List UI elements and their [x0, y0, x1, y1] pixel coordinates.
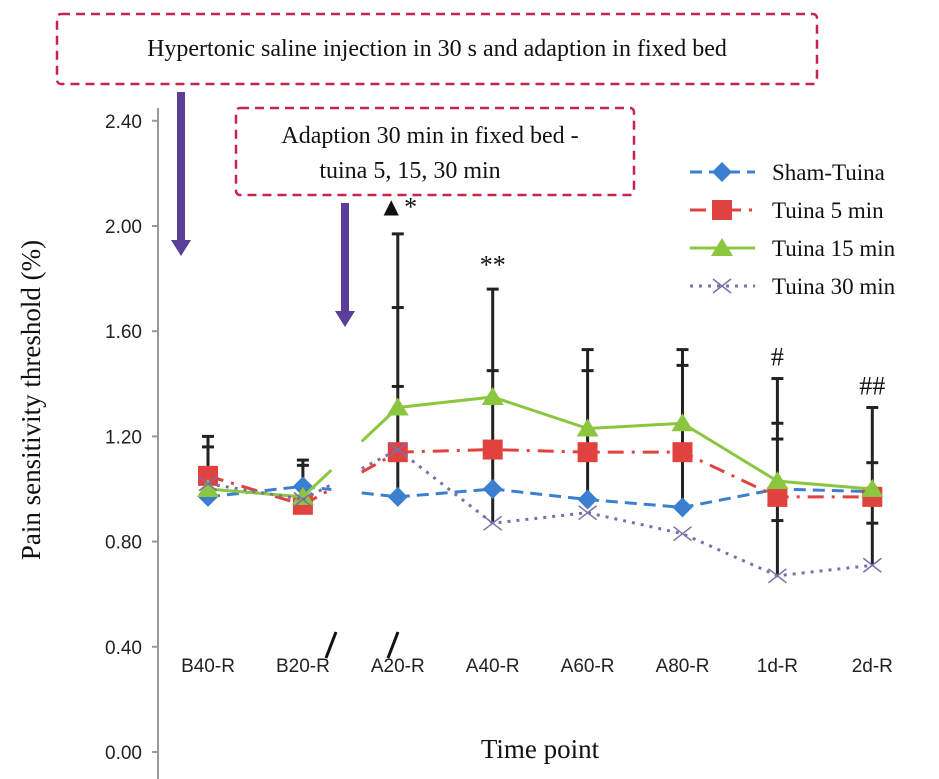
callout-adaption-line1: Adaption 30 min in fixed bed - [281, 123, 578, 149]
y-tick-label: 1.60 [105, 322, 142, 343]
series-tuina-15-min [197, 386, 884, 505]
significance-mark: ** [480, 250, 506, 279]
x-marker [483, 515, 503, 531]
square-marker [482, 439, 503, 460]
arrow-down-icon [171, 240, 191, 256]
y-tick-label: 0.80 [105, 533, 142, 554]
x-tick-label: B40-R [181, 656, 235, 677]
x-marker [198, 476, 218, 492]
y-tick-label: 1.20 [105, 427, 142, 448]
legend-item: Tuina 30 min [690, 274, 896, 299]
x-tick-label: 2d-R [852, 656, 893, 677]
x-tick-label: 1d-R [757, 656, 798, 677]
legend-item: Sham-Tuina [690, 160, 885, 185]
triangle-marker [766, 471, 789, 490]
arrow-injection [171, 92, 191, 256]
x-marker [578, 505, 598, 521]
arrow-adaption [335, 203, 355, 327]
diamond-marker [577, 489, 598, 510]
triangle-marker [197, 479, 219, 497]
series-line-stub [361, 450, 399, 474]
square-marker [387, 442, 408, 463]
x-axis-title: Time point [481, 734, 600, 764]
triangle-marker [671, 413, 694, 432]
callout-adaption-line2: tuina 5, 15, 30 min [319, 158, 500, 184]
series-line [207, 487, 304, 499]
triangle-marker [291, 486, 314, 505]
diamond-marker [482, 479, 503, 499]
triangle-marker [861, 479, 884, 497]
series-line [397, 448, 873, 499]
series-line [397, 395, 873, 491]
square-marker [672, 442, 693, 463]
legend: Sham-Tuina Tuina 5 min Tuina 15 min Tuina 3… [690, 160, 896, 299]
significance-mark: ▲* [378, 192, 417, 221]
axis-break-mark [324, 631, 338, 659]
y-tick-label: 2.40 [105, 112, 142, 133]
arrow-down-icon [335, 311, 355, 327]
legend-label: Sham-Tuina [772, 160, 885, 185]
series-line-stub [361, 448, 399, 470]
triangle-marker [481, 386, 504, 405]
significance-mark: # [771, 342, 784, 371]
callout-box-injection [55, 12, 819, 86]
series-line-stub [301, 468, 333, 498]
y-axis-title: Pain sensitivity threshold (%) [16, 240, 46, 560]
x-tick-label: A80-R [656, 656, 710, 677]
callout-box-adaption [234, 106, 636, 197]
series-line [396, 448, 873, 578]
series [197, 386, 884, 584]
y-ticks: 0.00 0.40 0.80 1.20 1.60 2.00 2.40 [105, 112, 158, 764]
x-marker [862, 557, 882, 573]
legend-item: Tuina 5 min [690, 198, 884, 223]
axis-break-mark [386, 631, 400, 659]
diamond-marker [672, 497, 693, 518]
legend-label: Tuina 5 min [772, 198, 884, 223]
triangle-marker [576, 418, 599, 437]
x-tick-label: A60-R [561, 656, 615, 677]
square-marker [198, 465, 218, 486]
x-tick-label: B20-R [276, 656, 330, 677]
y-tick-label: 0.40 [105, 638, 142, 659]
triangle-marker [386, 397, 409, 416]
significance-mark: ## [859, 371, 885, 400]
series-line [397, 487, 873, 509]
legend-label: Tuina 30 min [772, 274, 896, 299]
square-marker [712, 200, 732, 220]
series-tuina-30-min [198, 441, 882, 584]
x-marker [293, 491, 313, 508]
x-marker [712, 278, 732, 294]
x-ticks: B40-R B20-R A20-R A40-R A60-R A80-R 1d-R 2d-R [181, 656, 893, 677]
square-marker [577, 442, 598, 463]
x-tick-label: A40-R [466, 656, 520, 677]
legend-label: Tuina 15 min [772, 236, 896, 261]
diamond-marker [712, 162, 732, 182]
y-tick-label: 2.00 [105, 217, 142, 238]
arrow-shaft [177, 92, 185, 242]
x-marker [767, 568, 787, 584]
x-tick-label: A20-R [371, 656, 425, 677]
x-marker [388, 441, 408, 458]
square-marker [767, 486, 788, 507]
arrow-shaft [341, 203, 349, 313]
legend-item: Tuina 15 min [690, 236, 896, 261]
diamond-marker [387, 486, 408, 507]
triangle-marker [711, 238, 733, 256]
callout-injection-text: Hypertonic saline injection in 30 s and … [147, 36, 727, 62]
significance-annotations: ▲***### [378, 192, 885, 400]
x-marker [673, 526, 692, 542]
axis-break [324, 631, 400, 659]
y-tick-label: 0.00 [105, 743, 142, 764]
